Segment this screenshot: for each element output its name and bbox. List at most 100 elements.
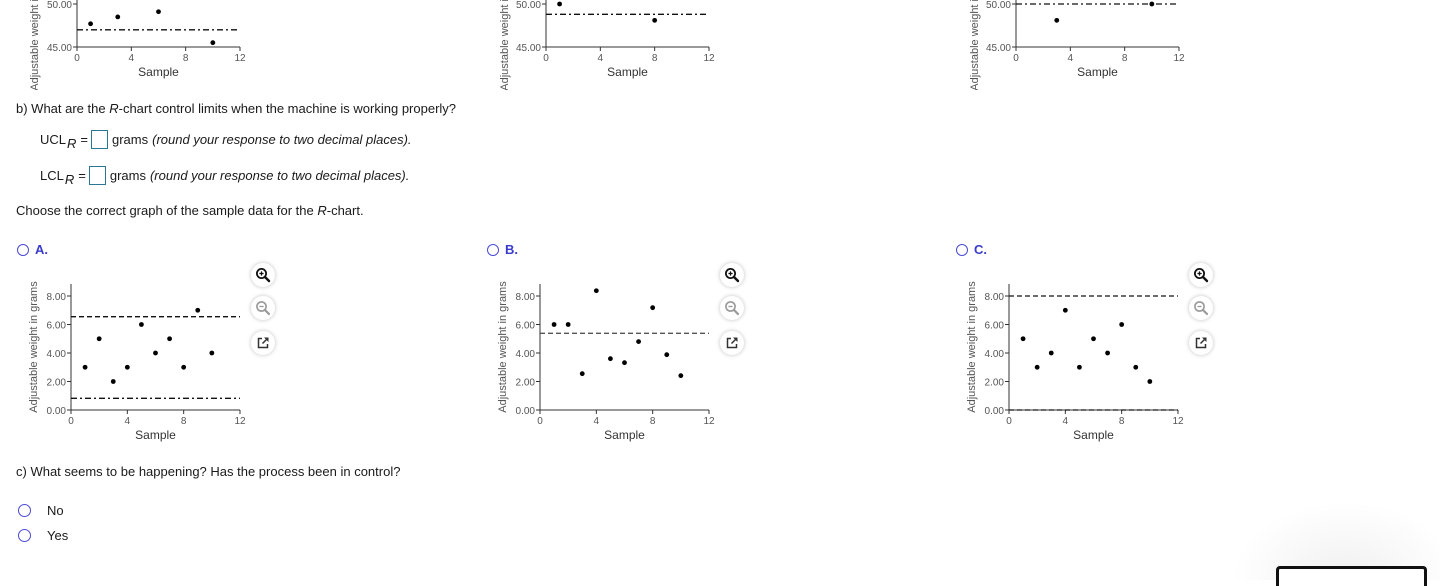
svg-text:50.00: 50.00 xyxy=(986,0,1011,11)
zoom-in-button[interactable] xyxy=(720,263,744,287)
svg-text:0.00: 0.00 xyxy=(47,406,67,417)
option-c-chart: Adjustable weight in grams 0.00 2.00 4.00 6.… xyxy=(966,281,1184,442)
zoom-out-icon xyxy=(725,301,740,316)
popout-button[interactable] xyxy=(720,331,744,355)
option-a-radio[interactable] xyxy=(17,243,29,256)
svg-text:4.00: 4.00 xyxy=(47,349,67,360)
svg-text:Adjustable weight in grams: Adjustable weight in grams xyxy=(969,0,981,90)
svg-text:4: 4 xyxy=(1068,53,1074,64)
svg-text:Sample: Sample xyxy=(138,65,179,79)
svg-text:Sample: Sample xyxy=(1077,65,1118,79)
svg-text:8: 8 xyxy=(652,53,658,64)
svg-text:8.00: 8.00 xyxy=(985,292,1005,303)
option-b-radio[interactable] xyxy=(487,243,499,256)
option-a[interactable]: A. xyxy=(17,242,48,257)
svg-text:0: 0 xyxy=(543,53,549,64)
option-c[interactable]: C. xyxy=(956,242,987,257)
popout-icon xyxy=(726,337,738,349)
svg-text:0: 0 xyxy=(1013,53,1019,64)
option-b-chart: Adjustable weight in grams 0.00 2.00 4.00 6.… xyxy=(497,281,715,442)
zoom-out-button[interactable] xyxy=(720,296,744,320)
option-a-chart: Adjustable weight in grams 0.00 2.00 4.00 6.… xyxy=(28,281,246,442)
lcl-row: LCL R = grams (round your response to two… xyxy=(40,166,410,187)
svg-text:Sample: Sample xyxy=(1073,428,1114,442)
svg-text:50.00: 50.00 xyxy=(516,0,541,11)
zoom-in-button[interactable] xyxy=(251,263,275,287)
zoom-in-icon xyxy=(1194,268,1209,283)
svg-text:8: 8 xyxy=(1122,53,1128,64)
ucl-label: UCL xyxy=(40,132,67,147)
svg-text:0: 0 xyxy=(1006,416,1012,427)
svg-text:8.00: 8.00 xyxy=(516,292,536,303)
svg-text:Adjustable weight in grams: Adjustable weight in grams xyxy=(29,0,41,90)
popout-button[interactable] xyxy=(251,331,275,355)
zoom-out-button[interactable] xyxy=(251,296,275,320)
answer-no[interactable]: No xyxy=(18,503,64,518)
svg-text:6.00: 6.00 xyxy=(47,321,67,332)
svg-text:6.00: 6.00 xyxy=(985,321,1005,332)
zoom-out-icon xyxy=(256,301,271,316)
svg-text:12: 12 xyxy=(703,416,715,427)
svg-text:4.00: 4.00 xyxy=(985,349,1005,360)
svg-text:Sample: Sample xyxy=(607,65,648,79)
zoom-out-icon xyxy=(1194,301,1209,316)
zoom-in-button[interactable] xyxy=(1189,263,1213,287)
svg-text:0: 0 xyxy=(537,416,543,427)
ucl-input[interactable] xyxy=(91,130,108,149)
svg-text:45.00: 45.00 xyxy=(516,43,541,54)
svg-text:Adjustable weight in grams: Adjustable weight in grams xyxy=(28,281,40,413)
svg-text:12: 12 xyxy=(234,416,246,427)
svg-text:12: 12 xyxy=(1173,53,1185,64)
lcl-input[interactable] xyxy=(88,166,106,185)
svg-text:4: 4 xyxy=(594,416,600,427)
zoom-in-icon xyxy=(256,268,271,283)
svg-text:45.00: 45.00 xyxy=(47,43,72,54)
zoom-out-button[interactable] xyxy=(1189,296,1213,320)
svg-text:45.00: 45.00 xyxy=(986,43,1011,54)
bottom-right-panel[interactable] xyxy=(1276,566,1427,586)
svg-text:8: 8 xyxy=(650,416,656,427)
svg-text:Adjustable weight in grams: Adjustable weight in grams xyxy=(499,0,511,90)
lcl-label: LCL xyxy=(40,168,64,183)
svg-text:Adjustable weight in grams: Adjustable weight in grams xyxy=(966,281,978,413)
answer-yes-radio[interactable] xyxy=(18,529,31,542)
svg-text:2.00: 2.00 xyxy=(47,378,67,389)
svg-text:50.00: 50.00 xyxy=(47,0,72,11)
svg-text:2.00: 2.00 xyxy=(516,378,536,389)
popout-button[interactable] xyxy=(1189,331,1213,355)
answer-no-radio[interactable] xyxy=(18,504,31,517)
svg-text:Sample: Sample xyxy=(135,428,176,442)
top-left-partial-chart: Adjustable weight in grams 45.00 50.00 0 4 8 1… xyxy=(29,0,246,90)
svg-text:8: 8 xyxy=(183,53,189,64)
svg-text:Adjustable weight in grams: Adjustable weight in grams xyxy=(497,281,509,413)
svg-text:0: 0 xyxy=(74,53,80,64)
svg-text:12: 12 xyxy=(234,53,246,64)
svg-text:8: 8 xyxy=(1119,416,1125,427)
option-b[interactable]: B. xyxy=(487,242,518,257)
top-right-partial-chart: Adjustable weight in grams 45.00 50.00 0 4 8 1… xyxy=(969,0,1185,90)
svg-text:4: 4 xyxy=(1063,416,1069,427)
svg-text:4: 4 xyxy=(129,53,135,64)
popout-icon xyxy=(1195,337,1207,349)
option-c-radio[interactable] xyxy=(956,243,968,256)
svg-text:4: 4 xyxy=(598,53,604,64)
answer-yes[interactable]: Yes xyxy=(18,528,68,543)
svg-text:6.00: 6.00 xyxy=(516,321,536,332)
svg-text:Sample: Sample xyxy=(604,428,645,442)
svg-text:8: 8 xyxy=(181,416,187,427)
svg-text:2.00: 2.00 xyxy=(985,378,1005,389)
svg-text:12: 12 xyxy=(1172,416,1184,427)
part-b-question: b) What are the R-chart control limits w… xyxy=(16,101,457,116)
zoom-in-icon xyxy=(725,268,740,283)
choose-graph-prompt: Choose the correct graph of the sample d… xyxy=(16,203,364,218)
svg-text:0: 0 xyxy=(68,416,74,427)
top-middle-partial-chart: Adjustable weight in grams 45.00 50.00 0 4 8 1… xyxy=(499,0,715,90)
svg-text:0.00: 0.00 xyxy=(516,406,536,417)
part-c-question: c) What seems to be happening? Has the p… xyxy=(16,464,401,479)
svg-text:4: 4 xyxy=(125,416,131,427)
svg-text:4.00: 4.00 xyxy=(516,349,536,360)
ucl-row: UCL R = grams (round your response to two… xyxy=(40,130,412,151)
svg-text:12: 12 xyxy=(703,53,715,64)
popout-icon xyxy=(257,337,269,349)
svg-text:0.00: 0.00 xyxy=(985,406,1005,417)
